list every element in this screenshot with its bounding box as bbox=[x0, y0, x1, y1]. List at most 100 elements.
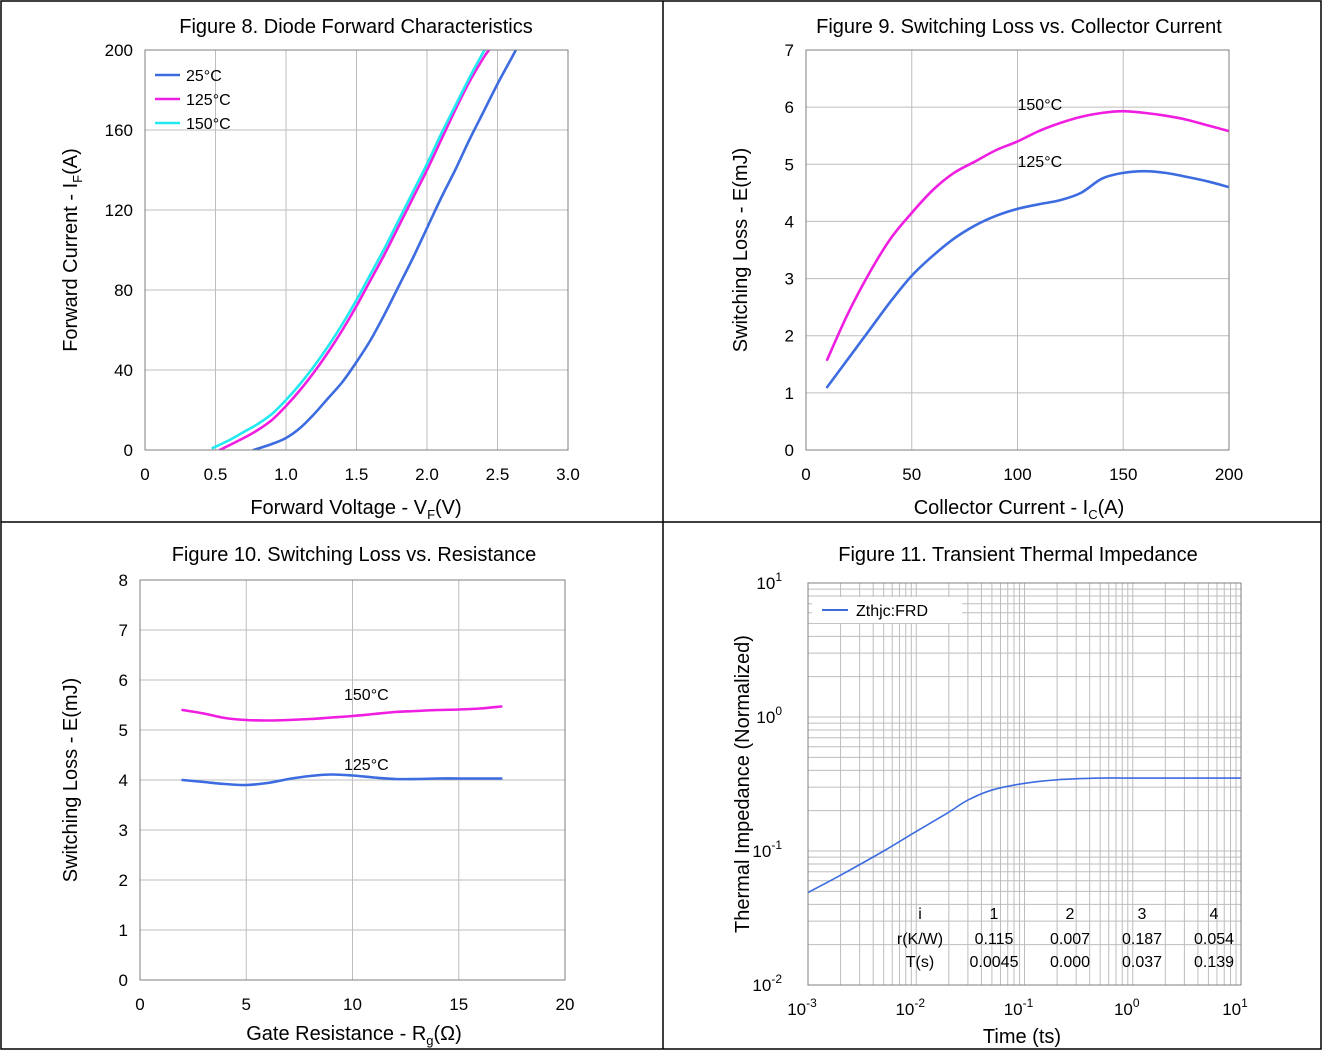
table-cell: T(s) bbox=[906, 954, 934, 971]
plot-frame bbox=[805, 49, 1230, 451]
table-header-cell: 4 bbox=[1210, 906, 1219, 923]
chart-figure-9: Figure 9. Switching Loss vs. Collector C… bbox=[730, 16, 1243, 522]
y-tick-label: 8 bbox=[119, 571, 128, 590]
y-tick-label: 80 bbox=[114, 281, 133, 300]
series-line-1 bbox=[218, 50, 491, 450]
y-tick-label: 0 bbox=[785, 441, 794, 460]
x-tick-label: 5 bbox=[242, 995, 251, 1014]
x-tick-label: 2.0 bbox=[415, 465, 439, 484]
series-group bbox=[211, 50, 518, 450]
y-tick-label: 160 bbox=[105, 121, 133, 140]
chart-figure-8: Figure 8. Diode Forward Characteristics … bbox=[60, 16, 580, 522]
x-tick-label: 101 bbox=[1222, 996, 1248, 1019]
x-tick-label: 100 bbox=[1114, 996, 1140, 1019]
x-tick-label: 20 bbox=[556, 995, 575, 1014]
x-tick-label: 10-2 bbox=[895, 996, 925, 1019]
grid bbox=[140, 580, 565, 980]
x-tick-label: 200 bbox=[1215, 465, 1243, 484]
table-header-cell: 2 bbox=[1066, 906, 1075, 923]
thermal-parameter-table: i 1 2 3 4 r(K/W) 0.115 0.007 0.187 0.054 T(s) 0.004… bbox=[897, 906, 1234, 971]
y-tick-label: 6 bbox=[785, 98, 794, 117]
y-tick-label: 40 bbox=[114, 361, 133, 380]
series-group bbox=[825, 109, 1229, 389]
y-tick-label: 120 bbox=[105, 201, 133, 220]
x-tick-label: 0 bbox=[801, 465, 810, 484]
tick-labels: 0 50 100 150 200 0 1 2 3 4 5 6 7 bbox=[785, 41, 1244, 484]
y-tick-label: 0 bbox=[124, 441, 133, 460]
y-axis-label: Thermal Impedance (Normalized) bbox=[732, 635, 754, 933]
x-tick-label: 2.5 bbox=[486, 465, 510, 484]
y-tick-label: 1 bbox=[785, 384, 794, 403]
tick-labels: 0 5 10 15 20 0 1 2 3 4 5 6 7 8 bbox=[119, 571, 575, 1014]
y-tick-label: 200 bbox=[105, 41, 133, 60]
x-axis-label: Time (ts) bbox=[983, 1026, 1061, 1048]
table-header-cell: 3 bbox=[1138, 906, 1147, 923]
y-tick-label: 2 bbox=[785, 327, 794, 346]
y-tick-label: 2 bbox=[119, 871, 128, 890]
series-annotation: 150°C bbox=[344, 687, 389, 704]
y-tick-label: 3 bbox=[119, 821, 128, 840]
chart-title: Figure 10. Switching Loss vs. Resistance bbox=[172, 544, 537, 566]
y-tick-label: 101 bbox=[756, 570, 782, 593]
y-axis-label: Forward Current - IF(A) bbox=[60, 148, 85, 352]
grid bbox=[806, 50, 1229, 450]
plot-frame bbox=[807, 582, 1242, 986]
x-tick-label: 0 bbox=[140, 465, 149, 484]
table-cell: r(K/W) bbox=[897, 931, 943, 948]
y-tick-label: 7 bbox=[119, 621, 128, 640]
series-annotation: 125°C bbox=[1018, 154, 1063, 171]
series-annotation: 150°C bbox=[1018, 97, 1063, 114]
y-axis-label: Switching Loss - E(mJ) bbox=[60, 678, 82, 883]
legend: 25°C 125°C 150°C bbox=[155, 68, 231, 133]
plot-frame bbox=[144, 49, 569, 451]
y-tick-label: 4 bbox=[119, 771, 128, 790]
chart-title: Figure 11. Transient Thermal Impedance bbox=[838, 544, 1197, 566]
x-tick-label: 10-1 bbox=[1004, 996, 1034, 1019]
y-tick-label: 5 bbox=[785, 155, 794, 174]
y-tick-label: 3 bbox=[785, 270, 794, 289]
x-tick-label: 10 bbox=[343, 995, 362, 1014]
y-tick-label: 6 bbox=[119, 671, 128, 690]
series-annotation: 125°C bbox=[344, 757, 389, 774]
table-cell: 0.187 bbox=[1122, 931, 1162, 948]
series-line-0 bbox=[181, 705, 503, 722]
chart-title: Figure 9. Switching Loss vs. Collector C… bbox=[816, 16, 1222, 38]
series-group bbox=[807, 777, 1241, 894]
x-tick-label: 150 bbox=[1109, 465, 1137, 484]
series-line-1 bbox=[825, 169, 1229, 389]
x-tick-label: 10-3 bbox=[787, 996, 817, 1019]
tick-labels: 0 0.5 1.0 1.5 2.0 2.5 3.0 0 40 80 120 160 200 bbox=[105, 41, 580, 484]
y-tick-label: 7 bbox=[785, 41, 794, 60]
series-line-0 bbox=[825, 109, 1229, 362]
chart-title: Figure 8. Diode Forward Characteristics bbox=[179, 16, 532, 38]
table-header-cell: i bbox=[918, 906, 922, 923]
table-cell: 0.007 bbox=[1050, 931, 1090, 948]
table-cell: 0.037 bbox=[1122, 954, 1162, 971]
grid bbox=[145, 50, 568, 450]
y-tick-label: 4 bbox=[785, 212, 794, 231]
y-tick-label: 10-1 bbox=[752, 838, 782, 861]
x-axis-label: Collector Current - IC(A) bbox=[914, 497, 1125, 522]
x-axis-label: Forward Voltage - VF(V) bbox=[250, 497, 461, 522]
table-cell: 0.054 bbox=[1194, 931, 1234, 948]
y-tick-label: 1 bbox=[119, 921, 128, 940]
y-tick-label: 5 bbox=[119, 721, 128, 740]
series-group bbox=[181, 705, 503, 787]
y-tick-label: 10-2 bbox=[752, 972, 782, 995]
y-axis-label: Switching Loss - E(mJ) bbox=[730, 148, 752, 353]
x-tick-label: 0 bbox=[135, 995, 144, 1014]
grid bbox=[808, 583, 1241, 985]
x-tick-label: 50 bbox=[902, 465, 921, 484]
chart-figure-11: Figure 11. Transient Thermal Impedance 1… bbox=[732, 544, 1248, 1048]
x-tick-label: 1.5 bbox=[345, 465, 369, 484]
x-tick-label: 100 bbox=[1003, 465, 1031, 484]
annotations: 150°C 125°C bbox=[1018, 97, 1063, 171]
series-line-0 bbox=[807, 777, 1241, 894]
plot-frame bbox=[139, 579, 566, 981]
table-cell: 0.139 bbox=[1194, 954, 1234, 971]
legend: Zthjc:FRD bbox=[812, 597, 962, 623]
table-header-cell: 1 bbox=[990, 906, 999, 923]
table-cell: 0.0045 bbox=[970, 954, 1019, 971]
y-tick-label: 0 bbox=[119, 971, 128, 990]
legend-label: 25°C bbox=[186, 68, 222, 85]
